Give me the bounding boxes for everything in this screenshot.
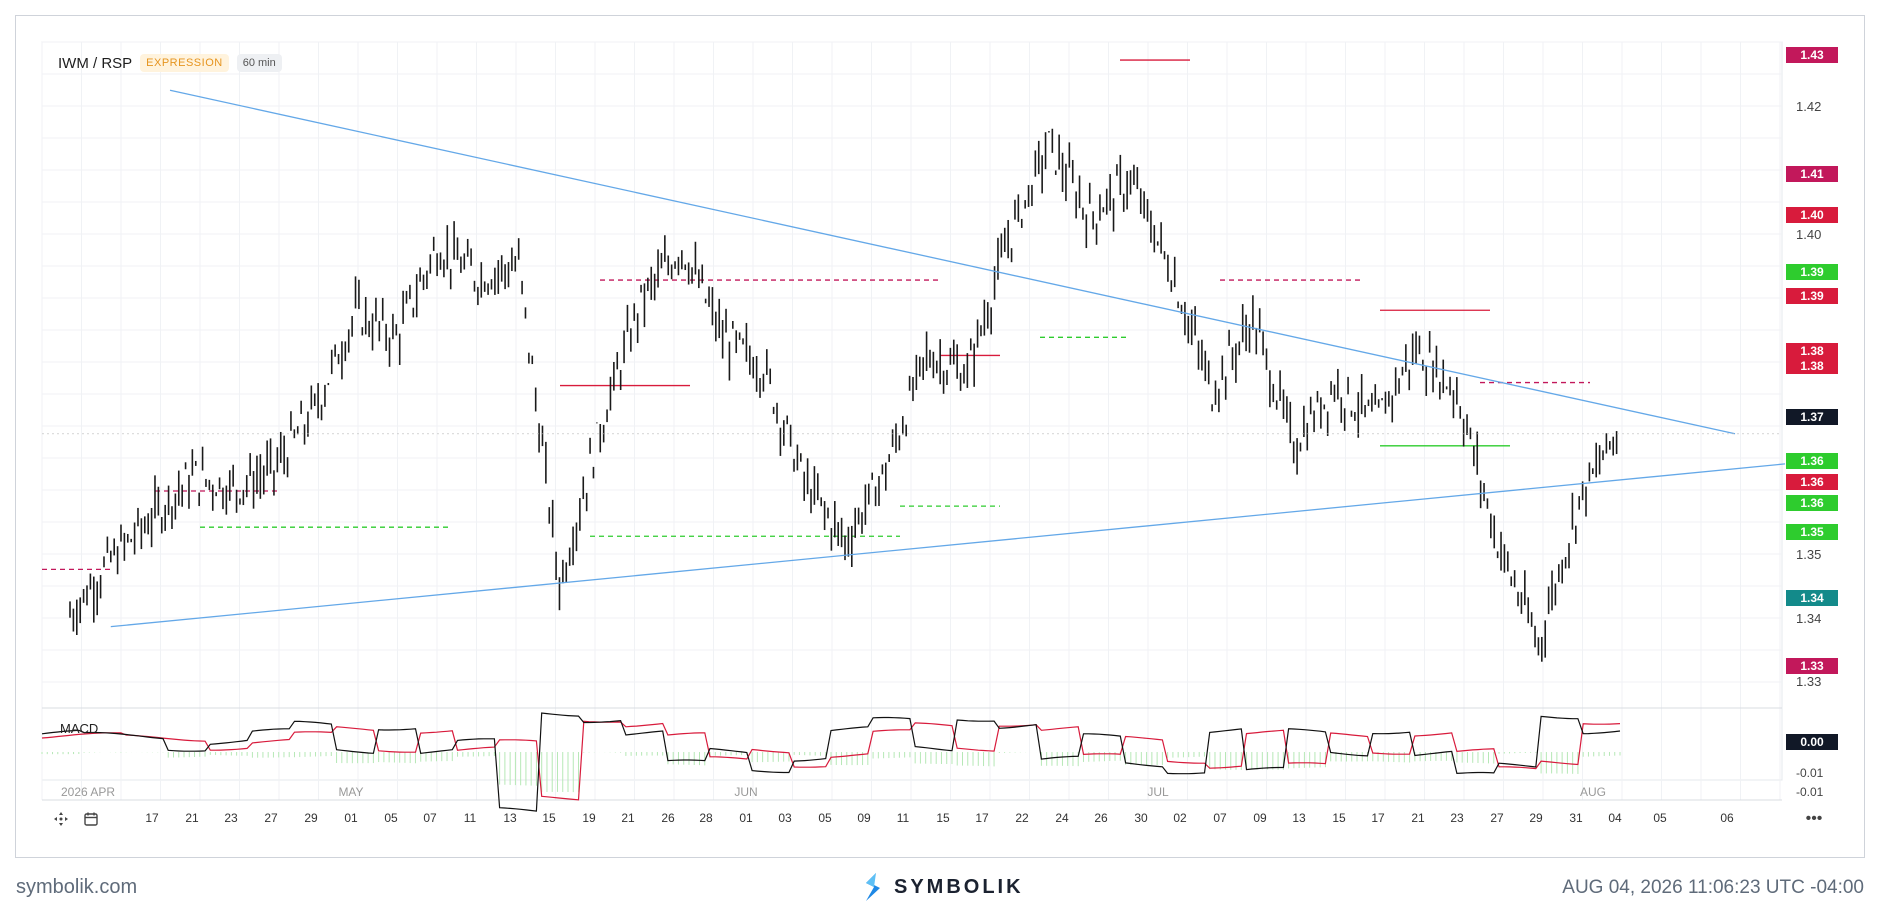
price-label: 1.33 [1786,658,1838,674]
price-label: 1.36 [1786,495,1838,511]
site-link[interactable]: symbolik.com [16,876,138,898]
macd-label: MACD [60,721,99,736]
price-tick: 1.40 [1796,227,1822,242]
x-tick-label: 26 [1094,811,1108,825]
price-label: 1.43 [1786,47,1838,63]
chart-header: IWM / RSP EXPRESSION 60 min [58,54,282,72]
x-tick-label: 09 [1253,811,1267,825]
x-tick-label: 24 [1055,811,1069,825]
x-tick-label: 11 [463,811,477,825]
x-tick-label: 28 [699,811,713,825]
calendar-icon[interactable] [80,808,102,830]
macd-signal-line [41,720,1621,801]
x-tick-label: 07 [423,811,437,825]
x-tick-label: 29 [1529,811,1543,825]
expression-badge: EXPRESSION [140,54,229,72]
x-tick-label: 29 [304,811,318,825]
trendlines [42,89,1786,628]
pan-icon[interactable] [50,808,72,830]
x-tick-label: 21 [1411,811,1425,825]
logo-icon [866,873,880,901]
x-tick-label: 23 [1450,811,1464,825]
brand-logo: SYMBOLIK [862,872,1024,902]
price-label: 1.39 [1786,288,1838,304]
x-tick-label: 01 [344,811,358,825]
x-tick-label: 30 [1134,811,1148,825]
month-label: JUN [734,785,758,799]
price-label: 1.41 [1786,166,1838,182]
x-tick-label: 07 [1213,811,1227,825]
price-label: 1.36 [1786,453,1838,469]
x-tick-label: 01 [739,811,753,825]
x-tick-label: 09 [857,811,871,825]
price-label: 1.38 [1786,343,1838,359]
x-tick-label: 11 [896,811,910,825]
x-tick-label: 17 [975,811,989,825]
x-tick-label: 03 [778,811,792,825]
x-tick-label: 19 [582,811,596,825]
x-tick-label: 17 [145,811,159,825]
x-tick-label: 15 [542,811,556,825]
x-tick-label: 17 [1371,811,1385,825]
more-icon[interactable]: ••• [1805,810,1823,827]
price-label: 1.34 [1786,590,1838,606]
x-tick-label: 15 [1332,811,1346,825]
chart-grid [41,41,1783,801]
macd-line [41,712,1621,812]
x-tick-label: 02 [1173,811,1187,825]
x-tick-label: 21 [185,811,199,825]
macd-tick: -0.01 [1796,785,1824,799]
symbol-name[interactable]: IWM / RSP [58,54,133,72]
month-label: MAY [338,785,364,799]
x-tick-label: 22 [1015,811,1029,825]
price-tick: 1.34 [1796,611,1822,626]
x-tick-label: 06 [1720,811,1734,825]
x-tick-label: 05 [384,811,398,825]
support-resistance-levels [42,59,1590,571]
x-tick-label: 05 [1653,811,1667,825]
price-label: 1.40 [1786,207,1838,223]
x-tick-label: 23 [224,811,238,825]
month-label: AUG [1579,785,1607,799]
macd-panel [41,712,1621,812]
macd-value-label: 0.00 [1786,734,1838,750]
timeframe-badge[interactable]: 60 min [236,54,282,72]
x-tick-label: 13 [1292,811,1306,825]
price-label: 1.35 [1786,524,1838,540]
macd-tick: -0.01 [1796,766,1824,780]
x-tick-label: 15 [936,811,950,825]
price-label: 1.39 [1786,264,1838,280]
price-label: 1.36 [1786,474,1838,490]
timestamp: AUG 04, 2026 11:06:23 UTC -04:00 [1562,877,1864,898]
trendline [169,89,1736,435]
trendline [110,463,1786,628]
price-tick: 1.42 [1796,99,1822,114]
month-label: JUL [1147,785,1169,799]
x-tick-label: 21 [621,811,635,825]
x-tick-label: 27 [1490,811,1504,825]
price-tick: 1.35 [1796,547,1822,562]
brand-name: SYMBOLIK [894,875,1024,898]
price-tick: 1.33 [1796,674,1822,689]
ohlc-bars [69,128,1618,662]
month-label: 2026 APR [60,785,116,799]
x-tick-label: 31 [1569,811,1583,825]
plot-area [41,41,1783,781]
x-tick-label: 26 [661,811,675,825]
last-price-label: 1.37 [1786,409,1838,425]
x-tick-label: 05 [818,811,832,825]
x-tick-label: 27 [264,811,278,825]
price-label: 1.38 [1786,358,1838,374]
x-tick-label: 04 [1608,811,1622,825]
x-tick-label: 13 [503,811,517,825]
